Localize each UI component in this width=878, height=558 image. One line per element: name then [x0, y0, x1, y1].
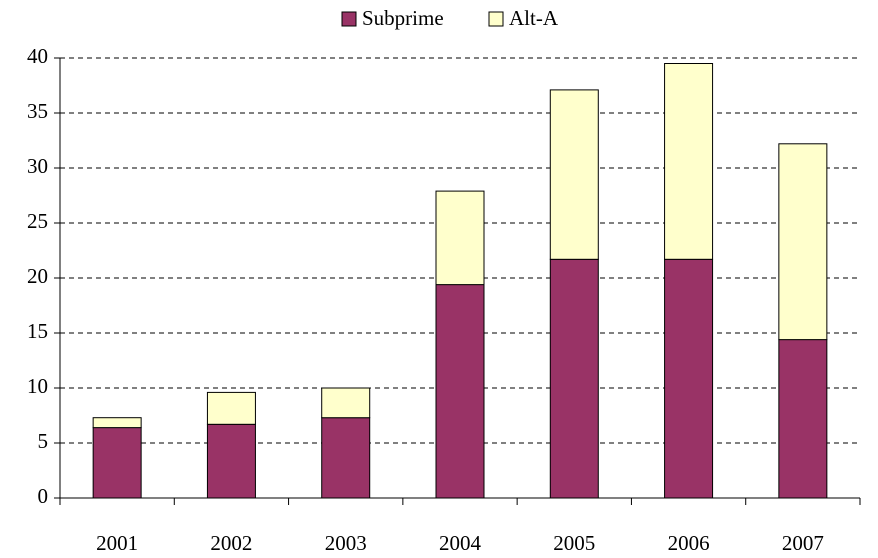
bar-segment	[92, 427, 142, 499]
y-tick-label: 20	[27, 264, 48, 288]
bar-segment	[321, 387, 371, 419]
bar-segment	[321, 417, 371, 499]
bar-segment	[435, 284, 485, 499]
x-tick-label: 2001	[96, 531, 138, 555]
y-tick-label: 35	[27, 99, 48, 123]
y-tick-label: 10	[27, 374, 48, 398]
x-tick-label: 2003	[325, 531, 367, 555]
legend-label: Alt-A	[509, 6, 559, 30]
bar-segment	[549, 258, 599, 499]
bar-segment	[206, 423, 256, 499]
bar-segment	[92, 417, 142, 429]
bar-segment	[206, 391, 256, 425]
legend-swatch	[341, 11, 357, 27]
bar-segment	[664, 63, 714, 260]
y-tick-label: 5	[38, 429, 49, 453]
bar-segment	[778, 339, 828, 499]
y-tick-label: 15	[27, 319, 48, 343]
bar-segment	[778, 143, 828, 341]
y-tick-label: 25	[27, 209, 48, 233]
y-tick-label: 40	[27, 44, 48, 68]
x-tick-label: 2006	[668, 531, 710, 555]
x-tick-label: 2002	[210, 531, 252, 555]
bar-segment	[549, 89, 599, 260]
y-tick-label: 0	[38, 484, 49, 508]
legend-label: Subprime	[362, 6, 444, 30]
y-tick-label: 30	[27, 154, 48, 178]
x-tick-label: 2004	[439, 531, 482, 555]
bar-segment	[664, 258, 714, 499]
legend-swatch	[488, 11, 504, 27]
x-tick-label: 2005	[553, 531, 595, 555]
x-tick-label: 2007	[782, 531, 824, 555]
bar-segment	[435, 190, 485, 286]
